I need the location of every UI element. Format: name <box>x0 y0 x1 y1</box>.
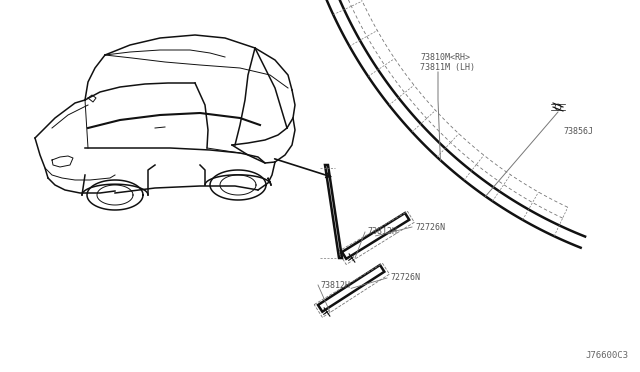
Text: 73810M<RH>: 73810M<RH> <box>420 53 470 62</box>
Text: J76600C3: J76600C3 <box>585 351 628 360</box>
Text: 73811M (LH): 73811M (LH) <box>420 63 475 72</box>
Text: 72726N: 72726N <box>390 273 420 282</box>
Text: 73812H: 73812H <box>320 280 350 289</box>
Text: 73812H: 73812H <box>367 228 397 237</box>
Text: 73856J: 73856J <box>563 127 593 136</box>
Text: 72726N: 72726N <box>415 222 445 231</box>
